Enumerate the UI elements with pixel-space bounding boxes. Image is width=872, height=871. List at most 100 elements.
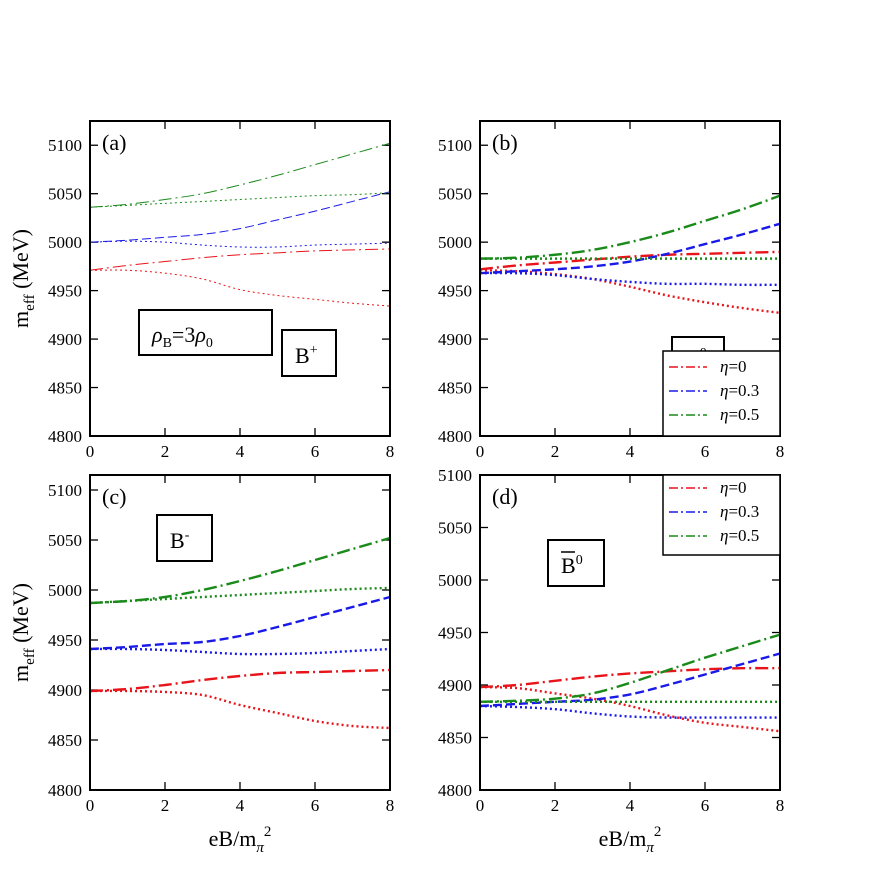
particle-label-box <box>156 514 213 562</box>
x-tick-label: 6 <box>311 442 320 461</box>
x-tick-label: 0 <box>476 796 485 815</box>
x-tick-label: 8 <box>776 796 785 815</box>
x-tick-label: 0 <box>86 796 95 815</box>
y-tick-label: 5050 <box>48 531 82 550</box>
legend-entry: η=0.3 <box>720 381 759 400</box>
y-axis-label: meff (MeV) <box>8 583 38 682</box>
particle-label: B0 <box>561 553 583 578</box>
series-line-dashdot <box>480 666 780 689</box>
series-line-dashed <box>480 652 780 708</box>
series-line-dotted <box>90 269 390 307</box>
panel-label: (c) <box>102 484 126 509</box>
series-line-dotted <box>480 685 780 733</box>
y-tick-label: 4800 <box>438 781 472 800</box>
y-tick-label: 5100 <box>48 481 82 500</box>
y-tick-label: 5000 <box>48 233 82 252</box>
legend-entry: η=0.5 <box>720 526 759 545</box>
series-line-dotted <box>480 271 780 287</box>
x-tick-label: 8 <box>386 442 395 461</box>
y-tick-label: 5050 <box>438 519 472 538</box>
y-tick-label: 4900 <box>48 330 82 349</box>
series-line-dashed <box>90 191 390 243</box>
series-line-dotted <box>480 704 780 719</box>
plot-frame <box>89 474 391 791</box>
y-tick-label: 4900 <box>438 676 472 695</box>
x-tick-label: 6 <box>311 796 320 815</box>
x-axis-label: eB/mπ2 <box>209 824 272 856</box>
x-tick-label: 4 <box>236 442 245 461</box>
y-tick-label: 5000 <box>438 571 472 590</box>
particle-label: B+ <box>295 343 318 368</box>
legend-entry: η=0.3 <box>720 502 759 521</box>
x-tick-label: 4 <box>626 442 635 461</box>
y-tick-label: 4800 <box>48 781 82 800</box>
legend-entry: η=0.5 <box>720 405 759 424</box>
y-tick-label: 4850 <box>438 379 472 398</box>
series-line-dashed <box>480 222 780 275</box>
x-tick-label: 8 <box>776 442 785 461</box>
y-tick-label: 5000 <box>438 233 472 252</box>
y-tick-label: 5050 <box>48 185 82 204</box>
y-tick-label: 5100 <box>438 466 472 485</box>
series-line-dashdot <box>480 633 780 703</box>
y-tick-label: 4950 <box>438 282 472 301</box>
x-tick-label: 2 <box>551 442 560 461</box>
series-line-dashdot <box>90 668 390 693</box>
x-tick-label: 2 <box>161 442 170 461</box>
legend-box <box>662 350 781 437</box>
x-tick-label: 2 <box>161 796 170 815</box>
density-annotation-box <box>138 309 273 356</box>
plot-frame <box>89 120 391 437</box>
legend-entry: η=0 <box>720 478 747 497</box>
y-tick-label: 5100 <box>48 136 82 155</box>
y-tick-label: 4850 <box>48 731 82 750</box>
y-tick-label: 5000 <box>48 581 82 600</box>
panel-d: 0 2 4 6 8 4800 4850 4900 4950 5000 5050 5100 (d) B0 η=… <box>438 466 784 856</box>
series-line-dotted <box>90 647 390 656</box>
panel-label: (d) <box>492 484 518 509</box>
series-line-dashdot <box>90 536 390 605</box>
particle-label-box <box>547 539 605 587</box>
y-tick-label: 5050 <box>438 185 472 204</box>
y-tick-label: 4850 <box>48 379 82 398</box>
plot-frame <box>479 474 781 791</box>
series-line-dotted <box>90 192 390 208</box>
y-tick-label: 4850 <box>438 729 472 748</box>
y-tick-label: 4900 <box>438 330 472 349</box>
x-tick-label: 0 <box>86 442 95 461</box>
y-tick-label: 4800 <box>438 427 472 446</box>
density-annotation: ρB=3ρ0 <box>151 322 213 351</box>
x-tick-label: 2 <box>551 796 560 815</box>
y-axis-label: meff (MeV) <box>8 229 38 328</box>
x-axis-label: eB/mπ2 <box>599 824 662 856</box>
y-tick-label: 4950 <box>48 282 82 301</box>
x-tick-label: 6 <box>701 442 710 461</box>
series-line-dotted <box>90 586 390 605</box>
particle-label: B- <box>170 528 190 553</box>
x-tick-label: 8 <box>386 796 395 815</box>
panel-b: 024684800485049004950500050505100(b)B0η=… <box>438 120 785 461</box>
series-line-dashdot <box>480 250 780 271</box>
y-tick-label: 4900 <box>48 681 82 700</box>
y-tick-label: 4950 <box>48 631 82 650</box>
plot-frame <box>479 120 781 437</box>
series-line-dashdot <box>480 194 780 260</box>
series-line-dotted <box>90 240 390 248</box>
x-tick-label: 0 <box>476 442 485 461</box>
particle-label-box <box>281 329 337 377</box>
panel-c: 0 2 4 6 8 4800 4850 4900 4950 5000 5050 5100 (c) B-me… <box>8 474 395 856</box>
series-line-dotted <box>90 689 390 730</box>
series-line-dashdot <box>90 142 390 208</box>
y-tick-label: 4950 <box>438 624 472 643</box>
panel-a: 0 2 4 6 8 4800 4850 4900 4950 5000 5050 5100 (a) B+ ρB… <box>8 120 395 461</box>
series-line-dotted <box>480 269 780 315</box>
legend-entry: η=0 <box>720 357 747 376</box>
series-line-dashed <box>90 595 390 651</box>
panel-label: (a) <box>102 130 126 155</box>
y-tick-label: 4800 <box>48 427 82 446</box>
x-tick-label: 4 <box>236 796 245 815</box>
y-tick-label: 5100 <box>438 136 472 155</box>
series-line-dashdot <box>90 248 390 271</box>
x-tick-label: 4 <box>626 796 635 815</box>
